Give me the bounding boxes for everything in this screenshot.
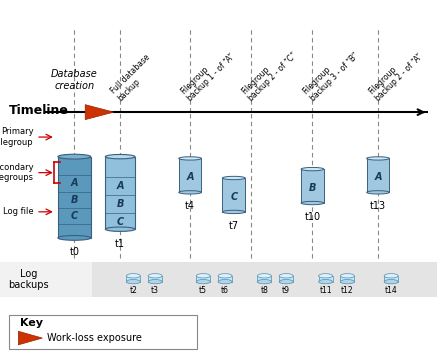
Ellipse shape (196, 274, 210, 278)
Ellipse shape (367, 191, 389, 194)
Ellipse shape (58, 154, 91, 159)
Bar (126, 276, 140, 282)
Ellipse shape (179, 191, 201, 194)
Text: Database
creation: Database creation (51, 69, 97, 91)
Ellipse shape (384, 274, 398, 278)
Polygon shape (18, 331, 42, 345)
Bar (319, 276, 333, 282)
Text: t12: t12 (341, 287, 354, 295)
Text: t10: t10 (305, 212, 320, 222)
Bar (0, 262, 92, 297)
Bar (340, 276, 354, 282)
Text: Log
backups: Log backups (8, 269, 49, 290)
Bar (179, 158, 201, 192)
Ellipse shape (279, 279, 293, 284)
Text: Secondary
filegroups: Secondary filegroups (0, 163, 34, 182)
Ellipse shape (301, 201, 324, 205)
Text: t0: t0 (69, 247, 79, 257)
Ellipse shape (218, 274, 232, 278)
Ellipse shape (126, 274, 140, 278)
Text: B: B (309, 183, 316, 193)
Ellipse shape (126, 279, 140, 284)
Text: t1: t1 (115, 239, 125, 248)
Text: t13: t13 (370, 201, 386, 211)
Ellipse shape (319, 274, 333, 278)
Text: t11: t11 (319, 287, 332, 295)
Text: Filegroup
backup 2 - of “A”: Filegroup backup 2 - of “A” (367, 45, 425, 103)
Text: Work-loss exposure: Work-loss exposure (47, 333, 142, 343)
Ellipse shape (340, 279, 354, 284)
Text: C: C (117, 217, 124, 227)
Bar (367, 158, 389, 192)
Bar (279, 276, 293, 282)
Ellipse shape (105, 155, 135, 159)
Bar (257, 276, 271, 282)
Text: C: C (71, 211, 78, 221)
Ellipse shape (340, 274, 354, 278)
Text: A: A (374, 172, 382, 182)
Text: B: B (117, 199, 124, 209)
Bar (301, 169, 324, 203)
Bar (58, 157, 91, 238)
Text: Primary
filegroup: Primary filegroup (0, 127, 34, 147)
Text: Timeline: Timeline (9, 104, 69, 117)
Text: Filegroup
backup 2 - of “C”: Filegroup backup 2 - of “C” (240, 43, 299, 103)
Bar (218, 276, 232, 282)
Text: Filegroup
backup 1 - of “A”: Filegroup backup 1 - of “A” (179, 45, 237, 103)
Text: C: C (230, 192, 237, 201)
Bar (148, 276, 162, 282)
Bar (222, 178, 245, 212)
Ellipse shape (58, 236, 91, 240)
Polygon shape (85, 105, 114, 120)
Ellipse shape (222, 176, 245, 180)
Bar (0, 262, 437, 297)
Text: A: A (186, 172, 194, 182)
Bar (384, 276, 398, 282)
Text: Key: Key (20, 318, 43, 328)
Bar (196, 276, 210, 282)
Ellipse shape (218, 279, 232, 284)
Text: t14: t14 (385, 287, 398, 295)
Text: t2: t2 (129, 287, 137, 295)
Text: A: A (70, 178, 78, 188)
Bar (105, 157, 135, 229)
Text: t5: t5 (199, 287, 207, 295)
Ellipse shape (179, 157, 201, 160)
Text: t3: t3 (151, 287, 159, 295)
Ellipse shape (319, 279, 333, 284)
Text: t4: t4 (185, 201, 195, 211)
Ellipse shape (301, 167, 324, 171)
Text: t9: t9 (282, 287, 290, 295)
Ellipse shape (148, 274, 162, 278)
Text: A: A (116, 181, 124, 191)
Ellipse shape (279, 274, 293, 278)
Ellipse shape (222, 210, 245, 214)
Text: Log file: Log file (3, 207, 34, 216)
Ellipse shape (148, 279, 162, 284)
Ellipse shape (257, 274, 271, 278)
Ellipse shape (367, 157, 389, 160)
Text: B: B (71, 195, 78, 205)
FancyBboxPatch shape (9, 315, 197, 349)
Text: t6: t6 (221, 287, 229, 295)
Text: Full database
backup: Full database backup (109, 53, 159, 103)
Text: Filegroup
backup 3 - of “B”: Filegroup backup 3 - of “B” (301, 44, 360, 103)
Text: t7: t7 (229, 221, 239, 231)
Text: t8: t8 (260, 287, 268, 295)
Ellipse shape (257, 279, 271, 284)
Ellipse shape (105, 227, 135, 231)
Ellipse shape (196, 279, 210, 284)
Ellipse shape (384, 279, 398, 284)
